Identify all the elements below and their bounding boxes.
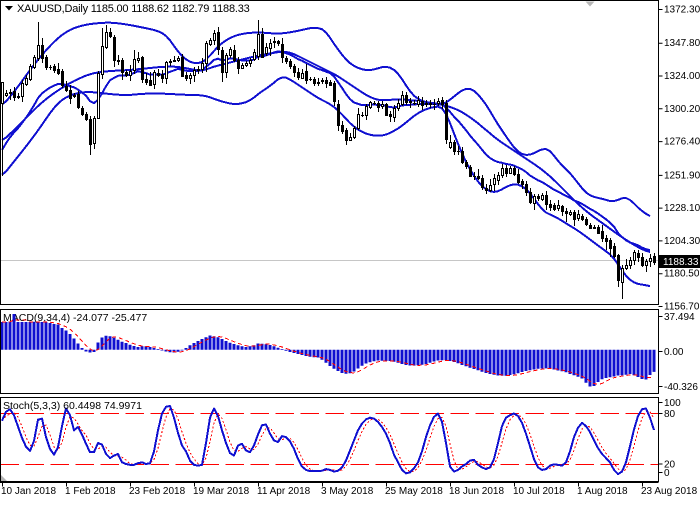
svg-text:19 Mar 2018: 19 Mar 2018	[193, 486, 250, 497]
svg-text:1156.70: 1156.70	[664, 302, 700, 313]
svg-text:10 Jul 2018: 10 Jul 2018	[513, 486, 565, 497]
svg-text:1251.90: 1251.90	[664, 170, 700, 181]
svg-text:-40.326: -40.326	[664, 382, 698, 393]
svg-text:0: 0	[664, 468, 670, 479]
svg-text:1188.33: 1188.33	[663, 257, 699, 268]
svg-text:0.00: 0.00	[664, 347, 684, 358]
svg-text:10 Jan 2018: 10 Jan 2018	[1, 486, 56, 497]
svg-text:11 Apr 2018: 11 Apr 2018	[257, 486, 311, 497]
svg-text:3 May 2018: 3 May 2018	[321, 486, 374, 497]
svg-text:1372.30: 1372.30	[664, 5, 700, 16]
svg-text:1276.40: 1276.40	[664, 137, 700, 148]
svg-text:XAUUSD,Daily 1185.00 1188.62: XAUUSD,Daily 1185.00 1188.62 1182.79 118…	[17, 3, 250, 15]
svg-text:37.494: 37.494	[664, 312, 695, 323]
svg-text:Stoch(5,3,3) 60.4498 74.9971: Stoch(5,3,3) 60.4498 74.9971	[3, 400, 142, 412]
svg-text:1324.00: 1324.00	[664, 71, 700, 82]
svg-text:23 Feb 2018: 23 Feb 2018	[129, 486, 186, 497]
svg-text:18 Jun 2018: 18 Jun 2018	[449, 486, 504, 497]
svg-text:1300.20: 1300.20	[664, 104, 700, 115]
svg-text:80: 80	[664, 409, 676, 420]
svg-text:1180.50: 1180.50	[664, 269, 700, 280]
svg-text:1 Aug 2018: 1 Aug 2018	[577, 486, 628, 497]
svg-text:1347.80: 1347.80	[664, 38, 700, 49]
svg-text:MACD(9,34,4) -24.077 -25.477: MACD(9,34,4) -24.077 -25.477	[3, 312, 147, 324]
svg-text:23 Aug 2018: 23 Aug 2018	[641, 486, 698, 497]
svg-text:1228.10: 1228.10	[664, 203, 700, 214]
svg-text:20: 20	[664, 460, 676, 471]
svg-text:100: 100	[664, 398, 681, 409]
svg-text:1204.30: 1204.30	[664, 236, 700, 247]
svg-text:1 Feb 2018: 1 Feb 2018	[65, 486, 116, 497]
svg-text:25 May 2018: 25 May 2018	[385, 486, 443, 497]
